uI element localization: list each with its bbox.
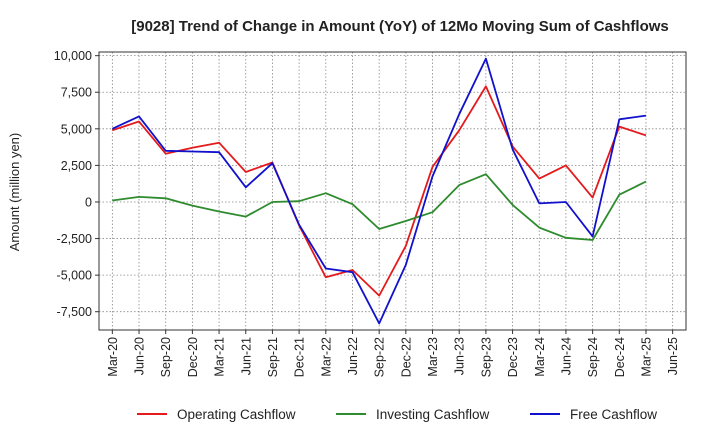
x-tick-label: Sep-22 xyxy=(373,337,387,377)
legend-label-free-cashflow: Free Cashflow xyxy=(570,407,657,422)
x-tick-label: Dec-22 xyxy=(399,337,413,377)
x-tick-label: Dec-21 xyxy=(293,337,307,377)
x-tick-label: Jun-20 xyxy=(133,337,147,375)
x-tick-label: Sep-21 xyxy=(266,337,280,377)
x-tick-label: Mar-22 xyxy=(319,337,333,377)
legend-label-operating-cashflow: Operating Cashflow xyxy=(177,407,296,422)
x-tick-label: Dec-24 xyxy=(613,337,627,377)
chart-title: [9028] Trend of Change in Amount (YoY) o… xyxy=(131,18,669,35)
x-tick-label: Mar-24 xyxy=(533,337,547,377)
x-tick-label: Jun-23 xyxy=(453,337,467,375)
y-tick-label: -7,500 xyxy=(57,305,92,319)
x-tick-label: Mar-20 xyxy=(106,337,120,377)
plot-frame xyxy=(98,51,687,331)
x-tick-label: Sep-24 xyxy=(586,337,600,377)
y-tick-label: 10,000 xyxy=(54,49,92,63)
y-tick-label: -2,500 xyxy=(57,232,92,246)
y-tick-label: 2,500 xyxy=(61,159,92,173)
x-tick-label: Dec-23 xyxy=(506,337,520,377)
x-tick-label: Jun-25 xyxy=(666,337,680,375)
legend-label-investing-cashflow: Investing Cashflow xyxy=(376,407,490,422)
x-tick-label: Mar-25 xyxy=(639,337,653,377)
x-tick-label: Sep-23 xyxy=(479,337,493,377)
y-tick-label: 0 xyxy=(85,195,92,209)
y-axis-label: Amount (million yen) xyxy=(7,133,22,252)
x-tick-label: Jun-21 xyxy=(239,337,253,375)
y-tick-label: 5,000 xyxy=(61,122,92,136)
y-tick-label: 7,500 xyxy=(61,86,92,100)
x-tick-label: Jun-24 xyxy=(559,337,573,375)
free-cashflow-line xyxy=(111,57,647,325)
legend: Operating Cashflow Investing Cashflow Free… xyxy=(137,407,657,422)
x-tick-label: Sep-20 xyxy=(159,337,173,377)
y-tick-label: -5,000 xyxy=(57,269,92,283)
plot-area: 10,000 7,500 5,000 2,500 0 -2,500 -5,000 -7,500… xyxy=(54,49,687,377)
x-tick-label: Dec-20 xyxy=(186,337,200,377)
investing-cashflow-line xyxy=(112,173,647,241)
x-tick-label: Mar-21 xyxy=(213,337,227,377)
operating-cashflow-line xyxy=(112,85,647,297)
x-tick-label: Mar-23 xyxy=(426,337,440,377)
x-tick-label: Jun-22 xyxy=(346,337,360,375)
